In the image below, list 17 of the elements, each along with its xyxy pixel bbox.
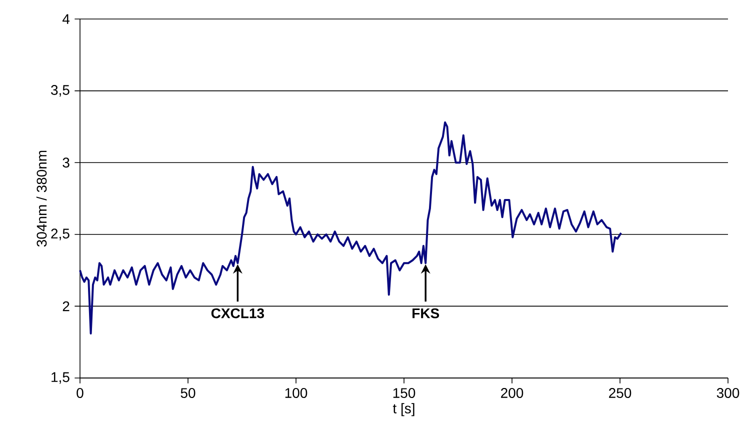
y-tick-label: 3 <box>62 158 70 168</box>
x-tick-label: 200 <box>501 388 524 398</box>
x-tick-label: 50 <box>180 388 196 398</box>
x-tick-label: 300 <box>716 388 740 398</box>
x-tick-label: 0 <box>76 388 84 398</box>
y-tick-label: 2,5 <box>51 228 70 240</box>
y-tick-label: 1,5 <box>52 372 70 384</box>
x-tick-label: 250 <box>609 388 632 398</box>
x-axis-title: t [s] <box>392 403 414 416</box>
y-tick-label: 4 <box>62 14 70 24</box>
x-tick-label: 150 <box>393 388 416 398</box>
y-axis-title: 304nm / 380nm <box>36 150 47 247</box>
y-tick-label: 3,5 <box>51 85 70 97</box>
y-tick-label: 2 <box>62 301 70 312</box>
annotation: CXCL13 <box>211 308 264 318</box>
x-tick-label: 100 <box>285 388 308 398</box>
annotation: FKS <box>412 308 440 318</box>
